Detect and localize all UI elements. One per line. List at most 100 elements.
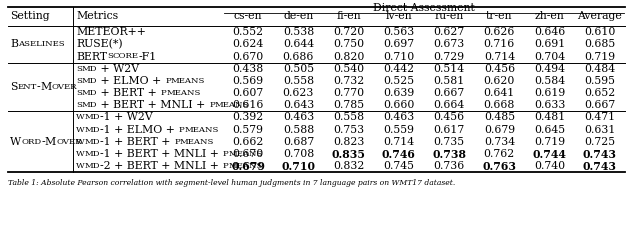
Text: -1 + BERT + MNLI +: -1 + BERT + MNLI + [100,149,223,159]
Text: 0.617: 0.617 [433,125,465,135]
Text: 0.481: 0.481 [534,112,565,122]
Text: 0.743: 0.743 [583,161,617,172]
Text: 0.710: 0.710 [383,51,415,61]
Text: fi-en: fi-en [336,11,361,21]
Text: W: W [76,138,84,146]
Text: 0.719: 0.719 [534,137,565,147]
Text: W: W [76,150,84,158]
Text: -1 + BERT +: -1 + BERT + [100,137,174,147]
Text: 0.729: 0.729 [433,51,465,61]
Text: MEANS: MEANS [184,126,219,134]
Text: Table 1: Absolute Pearson correlation with segment-level human judgments in 7 la: Table 1: Absolute Pearson correlation wi… [8,179,455,187]
Text: 0.559: 0.559 [383,125,414,135]
Text: 0.619: 0.619 [534,88,565,98]
Text: 0.442: 0.442 [383,64,415,74]
Text: 0.704: 0.704 [534,51,565,61]
Text: 0.667: 0.667 [433,88,465,98]
Text: W: W [76,126,84,134]
Text: MD: MD [82,101,97,109]
Text: 0.620: 0.620 [484,76,515,86]
Text: 0.746: 0.746 [382,149,416,159]
Text: + W2V: + W2V [97,64,140,74]
Text: Metrics: Metrics [76,11,118,21]
Text: 0.540: 0.540 [333,64,364,74]
Text: 0.646: 0.646 [534,27,565,37]
Text: 0.835: 0.835 [332,149,365,159]
Text: Direct Assessment: Direct Assessment [373,3,475,13]
Text: -F1: -F1 [139,51,157,61]
Text: 0.644: 0.644 [283,39,314,49]
Text: 0.392: 0.392 [232,112,264,122]
Text: S: S [76,89,82,97]
Text: 0.563: 0.563 [383,27,415,37]
Text: 0.627: 0.627 [433,27,465,37]
Text: 0.743: 0.743 [583,149,617,159]
Text: 0.753: 0.753 [333,125,364,135]
Text: P: P [209,101,215,109]
Text: ASELINES: ASELINES [18,40,65,48]
Text: 0.626: 0.626 [484,27,515,37]
Text: W: W [10,137,21,147]
Text: 0.668: 0.668 [484,100,515,110]
Text: 0.685: 0.685 [584,39,616,49]
Text: 0.664: 0.664 [433,100,465,110]
Text: 0.485: 0.485 [484,112,515,122]
Text: 0.588: 0.588 [283,125,314,135]
Text: 0.744: 0.744 [532,149,566,159]
Text: -: - [36,82,40,92]
Text: 0.687: 0.687 [283,137,314,147]
Text: 0.714: 0.714 [484,51,515,61]
Text: 0.763: 0.763 [483,161,516,172]
Text: S: S [76,101,82,109]
Text: 0.463: 0.463 [283,112,314,122]
Text: 0.633: 0.633 [534,100,565,110]
Text: + BERT +: + BERT + [97,88,161,98]
Text: 0.735: 0.735 [433,137,465,147]
Text: 0.660: 0.660 [383,100,415,110]
Text: 0.569: 0.569 [232,76,264,86]
Text: 0.710: 0.710 [282,161,316,172]
Text: 0.719: 0.719 [584,51,616,61]
Text: MD: MD [82,77,97,85]
Text: RUSE(*): RUSE(*) [76,39,123,49]
Text: 0.438: 0.438 [232,64,264,74]
Text: 0.484: 0.484 [584,64,616,74]
Text: 0.645: 0.645 [534,125,565,135]
Text: P: P [165,77,171,85]
Text: 0.463: 0.463 [383,112,415,122]
Text: 0.762: 0.762 [484,149,515,159]
Text: S: S [76,77,82,85]
Text: 0.558: 0.558 [333,112,364,122]
Text: MEANS: MEANS [171,77,205,85]
Text: 0.610: 0.610 [584,27,616,37]
Text: 0.624: 0.624 [232,39,264,49]
Text: MD: MD [84,162,100,170]
Text: MEANS: MEANS [228,150,262,158]
Text: MEANS: MEANS [166,89,200,97]
Text: 0.750: 0.750 [333,39,364,49]
Text: 0.745: 0.745 [383,161,414,171]
Text: de-en: de-en [284,11,314,21]
Text: ORD: ORD [21,138,41,146]
Text: ENT: ENT [17,83,36,91]
Text: 0.581: 0.581 [433,76,465,86]
Text: MD: MD [84,150,100,158]
Text: -2 + BERT + MNLI +: -2 + BERT + MNLI + [100,161,223,171]
Text: MD: MD [84,138,100,146]
Text: 0.673: 0.673 [433,39,465,49]
Text: METEOR++: METEOR++ [76,27,146,37]
Text: 0.770: 0.770 [333,88,364,98]
Text: OVER: OVER [56,138,82,146]
Text: tr-en: tr-en [486,11,513,21]
Text: 0.643: 0.643 [283,100,314,110]
Text: ru-en: ru-en [435,11,464,21]
Text: 0.785: 0.785 [333,100,364,110]
Text: -: - [41,137,45,147]
Text: MD: MD [82,65,97,73]
Text: OVER: OVER [51,83,77,91]
Text: cs-en: cs-en [234,11,262,21]
Text: B: B [10,39,18,49]
Text: 0.494: 0.494 [534,64,565,74]
Text: 0.505: 0.505 [283,64,314,74]
Text: 0.820: 0.820 [333,51,364,61]
